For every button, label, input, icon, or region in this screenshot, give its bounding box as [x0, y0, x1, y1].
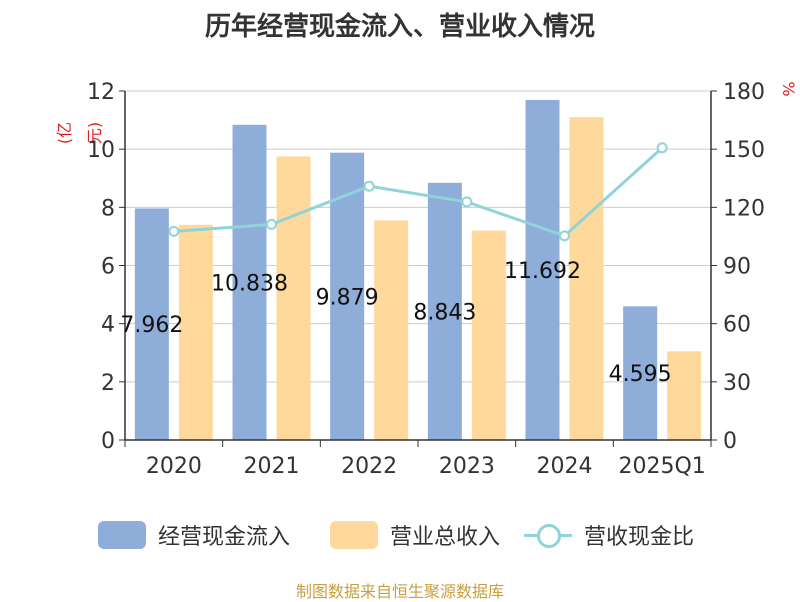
bar-cash-inflow-2021	[232, 124, 267, 440]
bar-cash-inflow-2025Q1	[623, 306, 658, 440]
data-label-cash-inflow-2021: 10.838	[211, 271, 288, 296]
legend-label-revenue: 营业总收入	[390, 525, 501, 550]
chart-title: 历年经营现金流入、营业收入情况	[204, 12, 595, 42]
left-axis-tick-label: 10	[87, 138, 115, 163]
right-axis-tick-label: 60	[723, 313, 751, 338]
x-axis-tick-label: 2021	[244, 454, 300, 479]
bar-revenue-2020	[178, 224, 213, 440]
point-cash-ratio-2025Q1	[656, 142, 668, 154]
right-axis-tick-label: 150	[723, 138, 765, 163]
data-label-cash-inflow-2022: 9.879	[316, 285, 379, 310]
legend-swatch-cash-inflow	[98, 521, 146, 549]
bar-revenue-2024	[569, 117, 604, 441]
right-axis-tick-label: 30	[723, 371, 751, 396]
bar-cash-inflow-2024	[525, 99, 560, 440]
point-cash-ratio-2023	[461, 196, 473, 208]
left-axis-tick-label: 12	[87, 80, 115, 105]
x-axis-tick-label: 2022	[341, 454, 397, 479]
x-axis-tick-label: 2025Q1	[619, 454, 706, 479]
legend-label-cash-inflow: 经营现金流入	[158, 525, 291, 550]
data-label-cash-inflow-2025Q1: 4.595	[609, 362, 672, 387]
right-axis-tick-label: 90	[723, 255, 751, 280]
left-axis-tick-label: 4	[101, 313, 115, 338]
bar-cash-inflow-2020	[134, 208, 169, 440]
left-axis-tick-label: 0	[101, 429, 115, 454]
bar-revenue-2022	[374, 220, 409, 440]
line-cash-ratio	[173, 146, 664, 238]
legend-swatch-cash-ratio	[524, 521, 572, 549]
point-cash-ratio-2024	[559, 230, 570, 242]
data-label-cash-inflow-2024: 11.692	[504, 259, 581, 284]
bar-revenue-2025Q1	[667, 351, 702, 440]
right-axis-tick-label: 0	[723, 429, 737, 454]
x-axis-tick-label: 2020	[146, 454, 202, 479]
legend-item-cash-ratio[interactable]: 营收现金比	[524, 518, 694, 552]
left-axis-tick-label: 8	[101, 196, 115, 221]
x-axis-tick-label: 2023	[439, 454, 495, 479]
data-label-cash-inflow-2023: 8.843	[413, 300, 476, 325]
right-axis-tick-label: 180	[723, 80, 765, 105]
left-axis-tick-label: 2	[101, 371, 115, 396]
legend: 经营现金流入 营业总收入 营收现金比	[0, 518, 800, 552]
bar-cash-inflow-2023	[427, 182, 462, 440]
data-label-cash-inflow-2020: 7.962	[120, 313, 183, 338]
right-axis-tick-label: 120	[723, 196, 765, 221]
legend-item-revenue[interactable]: 营业总收入	[330, 518, 500, 552]
source-note: 制图数据来自恒生聚源数据库	[295, 582, 504, 601]
legend-item-cash-inflow[interactable]: 经营现金流入	[98, 518, 290, 552]
bar-revenue-2021	[276, 156, 311, 440]
legend-swatch-revenue	[330, 521, 378, 549]
point-cash-ratio-2020	[168, 225, 180, 237]
x-axis-tick-label: 2024	[537, 454, 593, 479]
left-axis-tick-label: 6	[101, 255, 115, 280]
point-cash-ratio-2021	[266, 218, 277, 230]
point-cash-ratio-2022	[363, 180, 375, 192]
legend-label-cash-ratio: 营收现金比	[584, 525, 695, 550]
bar-revenue-2023	[471, 230, 506, 440]
